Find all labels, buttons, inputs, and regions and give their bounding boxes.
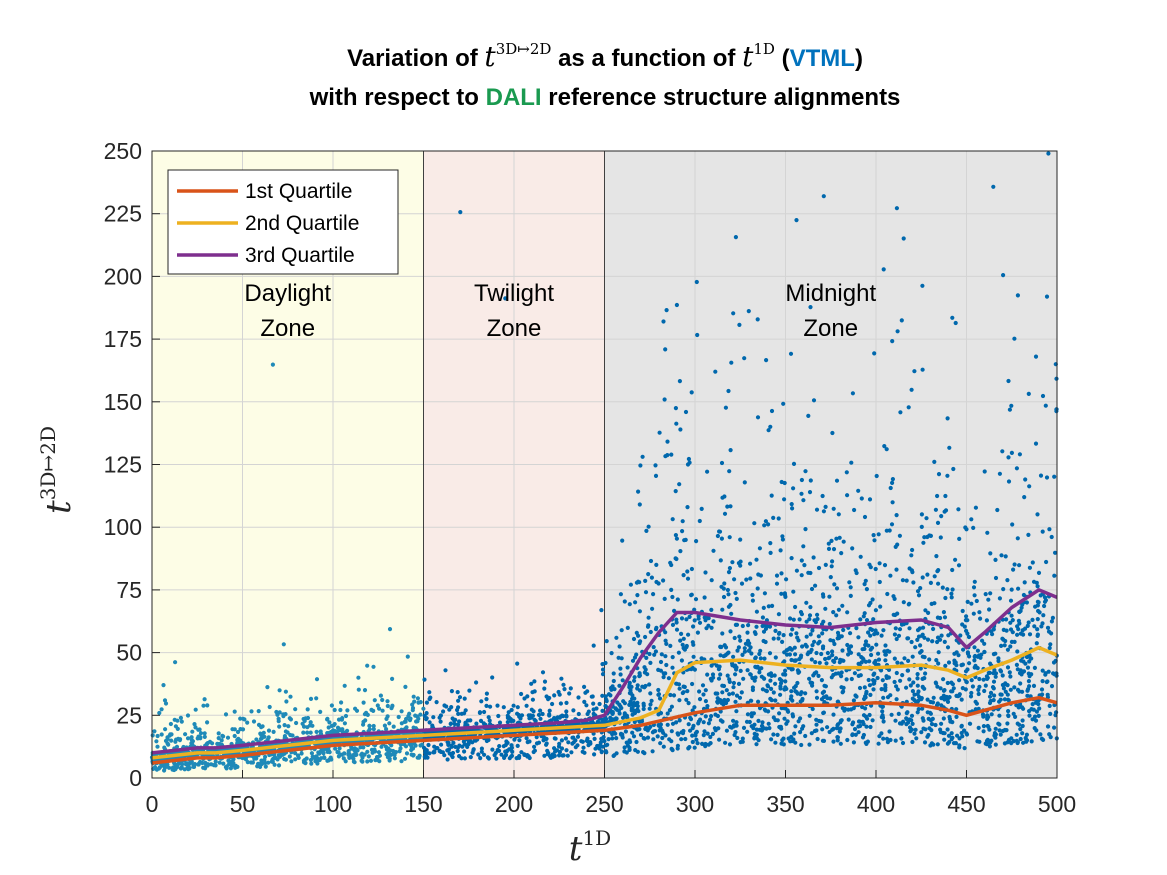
legend-label-2: 2nd Quartile [245, 212, 359, 235]
x-tick-label: 150 [404, 791, 442, 817]
x-tick-label: 200 [495, 791, 533, 817]
quartile-line-1 [151, 695, 1058, 765]
quartile-line-2 [151, 645, 1058, 760]
y-tick-label: 25 [116, 702, 142, 728]
x-tick-label: 300 [676, 791, 714, 817]
legend: 1st Quartile 2nd Quartile 3rd Quartile [167, 169, 399, 275]
zone-labels: Daylight Zone Twilight Zone Midnight Zone [244, 280, 876, 342]
y-tick-label: 0 [129, 765, 142, 791]
quartile-lines [151, 588, 1058, 765]
quartile-line-3 [151, 588, 1058, 755]
axis-ticks: 0 50 100 150 200 250 300 350 400 450 500 0 25 50 75 100… [104, 138, 1077, 817]
y-axis-label: t3D↦2D [36, 426, 79, 514]
zone-label-1-line1: Twilight [474, 280, 554, 307]
zone-label-0-line1: Daylight [244, 280, 331, 307]
x-tick-label: 350 [766, 791, 804, 817]
zone-label-2-line2: Zone [803, 315, 858, 342]
y-tick-label: 125 [104, 452, 142, 478]
y-tick-label: 100 [104, 514, 142, 540]
scatter-points-main [421, 151, 1059, 762]
zone-label-1-line2: Zone [487, 315, 542, 342]
x-tick-label: 450 [947, 791, 985, 817]
x-tick-label: 250 [585, 791, 623, 817]
y-tick-label: 200 [104, 263, 142, 289]
axes-box [151, 150, 1058, 779]
y-tick-label: 175 [104, 326, 142, 352]
legend-label-3: 3rd Quartile [245, 244, 355, 267]
y-tick-label: 225 [104, 201, 142, 227]
legend-label-1: 1st Quartile [245, 180, 352, 203]
x-tick-label: 500 [1038, 791, 1076, 817]
chart-title-line2: with respect to DALI reference structure… [309, 84, 901, 111]
y-tick-label: 75 [116, 577, 142, 603]
x-axis-label: t1D [569, 826, 611, 869]
x-tick-label: 0 [146, 791, 159, 817]
x-tick-label: 50 [230, 791, 256, 817]
zone-label-2-line1: Midnight [785, 280, 876, 307]
x-tick-label: 400 [857, 791, 895, 817]
y-tick-label: 250 [104, 138, 142, 164]
zone-label-0-line2: Zone [260, 315, 315, 342]
x-tick-label: 100 [314, 791, 352, 817]
chart-title-line1: Variation of t3D↦2D as a function of t1D… [347, 40, 863, 73]
y-tick-label: 50 [116, 640, 142, 666]
y-tick-label: 150 [104, 389, 142, 415]
